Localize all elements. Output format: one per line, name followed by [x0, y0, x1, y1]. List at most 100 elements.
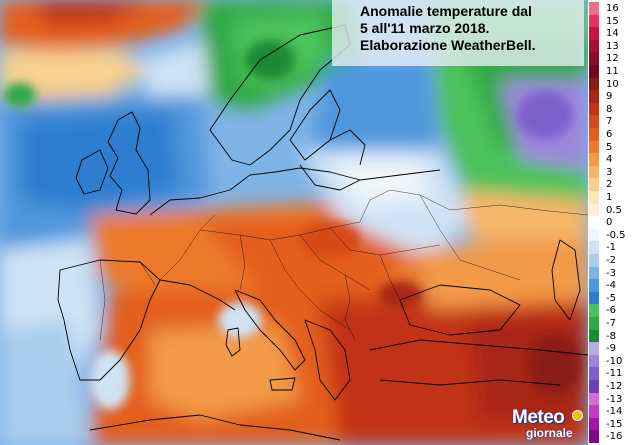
scale-label: -7: [606, 318, 616, 329]
scale-row: 6: [588, 128, 640, 142]
scale-label: 7: [606, 116, 613, 128]
scale-swatch: [589, 153, 599, 167]
scale-swatch: [589, 291, 599, 305]
scale-swatch: [589, 228, 599, 242]
scale-row: -2: [588, 254, 640, 268]
scale-row: -3: [588, 266, 640, 281]
scale-row: 14: [588, 27, 640, 41]
scale-row: -11: [588, 367, 640, 381]
scale-swatch: [589, 115, 599, 129]
scale-label: 13: [606, 40, 619, 52]
logo-brand-sub: giornale: [526, 426, 573, 440]
scale-row: -13: [588, 392, 640, 407]
scale-row: -0.5: [588, 228, 640, 243]
scale-row: -15: [588, 417, 640, 432]
scale-swatch: [589, 279, 599, 293]
scale-label: -9: [606, 343, 616, 355]
country-borders: [99, 189, 588, 341]
scale-row: -12: [588, 380, 640, 394]
scale-swatch: [589, 380, 599, 393]
scale-swatch: [589, 392, 599, 406]
scale-swatch: [589, 417, 599, 431]
scale-row: -6: [588, 304, 640, 318]
scale-row: 3: [588, 165, 640, 180]
scale-label: -15: [606, 418, 623, 430]
scale-label: 3: [606, 166, 613, 178]
scale-label: 0.5: [606, 204, 622, 216]
scale-swatch: [589, 266, 599, 280]
map-canvas: [0, 0, 588, 445]
title-line-3: Elaborazione WeatherBell.: [360, 37, 536, 53]
scale-label: 15: [606, 15, 619, 27]
scale-label: -4: [606, 280, 616, 292]
scale-swatch: [589, 191, 599, 204]
scale-swatch: [589, 102, 599, 116]
scale-row: 4: [588, 153, 640, 167]
scale-row: -8: [588, 329, 640, 344]
scale-label: 0: [606, 217, 613, 229]
scale-swatch: [589, 178, 599, 192]
scale-swatch: [589, 367, 599, 381]
scale-label: -16: [606, 431, 623, 443]
scale-label: 14: [606, 28, 619, 40]
scale-swatch: [589, 65, 599, 78]
scale-swatch: [589, 77, 599, 91]
scale-swatch: [589, 354, 599, 368]
map-title: Anomalie temperature dal 5 all'11 marzo …: [332, 0, 584, 66]
scale-label: 1: [606, 192, 613, 203]
scale-swatch: [589, 304, 599, 318]
logo-brand-text: Meteo: [512, 407, 565, 428]
scale-swatch: [589, 52, 599, 66]
temperature-anomaly-map: [0, 0, 588, 445]
scale-label: 16: [606, 3, 619, 14]
scale-label: -2: [606, 255, 616, 266]
logo-sun-icon: [572, 410, 583, 421]
scale-row: -9: [588, 342, 640, 356]
scale-row: 2: [588, 178, 640, 192]
scale-label: -11: [606, 368, 623, 380]
scale-label: -8: [606, 330, 616, 342]
scale-row: -1: [588, 241, 640, 255]
scale-row: 8: [588, 102, 640, 117]
scale-row: -7: [588, 317, 640, 331]
scale-row: -14: [588, 405, 640, 419]
scale-swatch: [589, 140, 599, 154]
scale-label: -14: [606, 406, 623, 418]
scale-label: -13: [606, 393, 623, 405]
scale-label: -1: [606, 242, 616, 254]
scale-row: -16: [588, 430, 640, 444]
scale-row: 13: [588, 39, 640, 54]
scale-swatch: [589, 430, 599, 444]
scale-label: -5: [606, 292, 616, 304]
scale-row: 5: [588, 140, 640, 155]
scale-label: 9: [606, 91, 613, 103]
scale-label: 5: [606, 141, 613, 153]
scale-label: 2: [606, 179, 613, 191]
scale-swatch: [589, 27, 599, 41]
scale-label: 10: [606, 78, 619, 90]
color-scale-legend: 16 15 14 13 12 11 10 9 8 7 6 5 4 3 2 1 0.5 0 -0.5 -1 -2 -3 -4-…: [588, 0, 640, 445]
scale-label: -6: [606, 305, 616, 317]
scale-label: -3: [606, 267, 616, 279]
scale-swatch: [589, 2, 599, 15]
scale-swatch: [589, 39, 599, 53]
scale-swatch: [589, 405, 599, 419]
scale-swatch: [589, 216, 599, 230]
scale-swatch: [589, 203, 599, 217]
scale-swatch: [589, 14, 599, 28]
scale-label: -10: [606, 355, 623, 367]
scale-swatch: [589, 329, 599, 343]
scale-label: 6: [606, 129, 613, 140]
scale-row: 0.5: [588, 203, 640, 218]
scale-swatch: [589, 317, 599, 330]
scale-label: 8: [606, 103, 613, 115]
scale-swatch: [589, 90, 599, 104]
scale-row: 9: [588, 90, 640, 104]
scale-row: 15: [588, 14, 640, 29]
scale-label: -12: [606, 381, 623, 392]
scale-row: 1: [588, 191, 640, 205]
scale-label: 4: [606, 154, 613, 166]
scale-swatch: [589, 254, 599, 267]
scale-swatch: [589, 241, 599, 255]
meteogiornale-logo: Meteo giornale: [506, 408, 586, 442]
